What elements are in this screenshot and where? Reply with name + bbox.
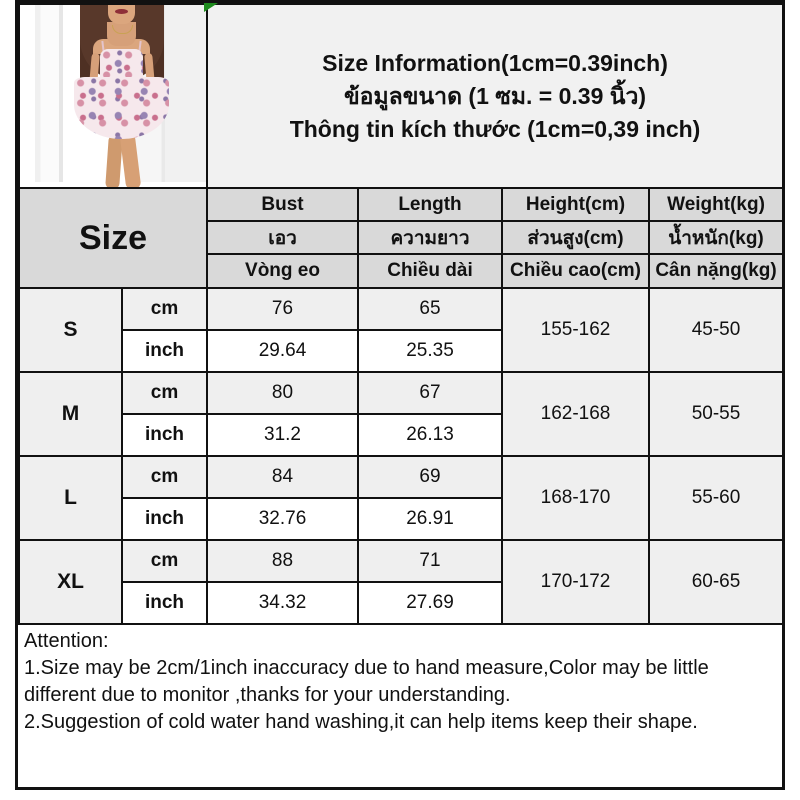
header-weight-en: Weight(kg) (647, 187, 785, 222)
row-s-bust-inch: 29.64 (206, 329, 359, 373)
model-lips (115, 9, 128, 14)
header-weight-th: น้ำหนัก(kg) (647, 220, 785, 255)
row-m-length-inch: 26.13 (357, 413, 503, 457)
size-chart-frame: Size Information(1cm=0.39inch) ข้อมูลขนา… (15, 0, 785, 790)
product-photo (18, 3, 208, 189)
header-height-en: Height(cm) (501, 187, 650, 222)
attention-section: Attention: 1.Size may be 2cm/1inch inacc… (18, 625, 782, 736)
row-xl-length-inch: 27.69 (357, 581, 503, 625)
row-xl-height: 170-172 (501, 539, 650, 625)
size-column-header: Size (18, 187, 208, 289)
header-length-en: Length (357, 187, 503, 222)
row-s-unit-cm: cm (121, 287, 208, 331)
header-weight-vi: Cân nặng(kg) (647, 253, 785, 289)
row-m-length-cm: 67 (357, 371, 503, 415)
row-m-unit-inch: inch (121, 413, 208, 457)
floral-dress-skirt (74, 77, 169, 139)
header-height-vi: Chiều cao(cm) (501, 253, 650, 289)
header-bust-th: เอว (206, 220, 359, 255)
row-l-height: 168-170 (501, 455, 650, 541)
row-m-weight: 50-55 (647, 371, 785, 457)
row-s-bust-cm: 76 (206, 287, 359, 331)
row-xl-bust-cm: 88 (206, 539, 359, 583)
row-s-height: 155-162 (501, 287, 650, 373)
row-xl-weight: 60-65 (647, 539, 785, 625)
row-l-unit-inch: inch (121, 497, 208, 541)
header-height-th: ส่วนสูง(cm) (501, 220, 650, 255)
row-l-length-cm: 69 (357, 455, 503, 499)
floral-dress-bodice (100, 49, 143, 82)
attention-note-1: 1.Size may be 2cm/1inch inaccuracy due t… (24, 657, 709, 706)
title-line-vi: Thông tin kích thước (1cm=0,39 inch) (289, 115, 701, 142)
product-photo-scene (21, 6, 205, 186)
row-m-unit-cm: cm (121, 371, 208, 415)
row-l-bust-inch: 32.76 (206, 497, 359, 541)
row-l-label: L (18, 455, 123, 541)
row-m-label: M (18, 371, 123, 457)
model-leg (119, 133, 142, 186)
row-s-label: S (18, 287, 123, 373)
header-length-th: ความยาว (357, 220, 503, 255)
row-l-weight: 55-60 (647, 455, 785, 541)
size-table: Size Information(1cm=0.39inch) ข้อมูลขนา… (18, 3, 785, 625)
attention-note-2: 2.Suggestion of cold water hand washing,… (24, 711, 698, 733)
row-xl-bust-inch: 34.32 (206, 581, 359, 625)
row-xl-unit-cm: cm (121, 539, 208, 583)
attention-heading: Attention: (24, 630, 109, 652)
size-info-title: Size Information(1cm=0.39inch) ข้อมูลขนา… (205, 3, 785, 189)
header-length-vi: Chiều dài (357, 253, 503, 289)
row-l-unit-cm: cm (121, 455, 208, 499)
row-s-weight: 45-50 (647, 287, 785, 373)
row-s-length-cm: 65 (357, 287, 503, 331)
row-m-bust-cm: 80 (206, 371, 359, 415)
header-bust-vi: Vòng eo (206, 253, 359, 289)
row-xl-unit-inch: inch (121, 581, 208, 625)
row-s-unit-inch: inch (121, 329, 208, 373)
title-line-th: ข้อมูลขนาด (1 ซม. = 0.39 นิ้ว) (343, 82, 647, 109)
row-xl-label: XL (18, 539, 123, 625)
row-l-length-inch: 26.91 (357, 497, 503, 541)
row-s-length-inch: 25.35 (357, 329, 503, 373)
row-m-bust-inch: 31.2 (206, 413, 359, 457)
header-bust-en: Bust (206, 187, 359, 222)
row-l-bust-cm: 84 (206, 455, 359, 499)
row-m-height: 162-168 (501, 371, 650, 457)
title-line-en: Size Information(1cm=0.39inch) (322, 49, 668, 76)
model-face (108, 6, 135, 24)
row-xl-length-cm: 71 (357, 539, 503, 583)
green-corner-marker-icon (204, 3, 218, 12)
